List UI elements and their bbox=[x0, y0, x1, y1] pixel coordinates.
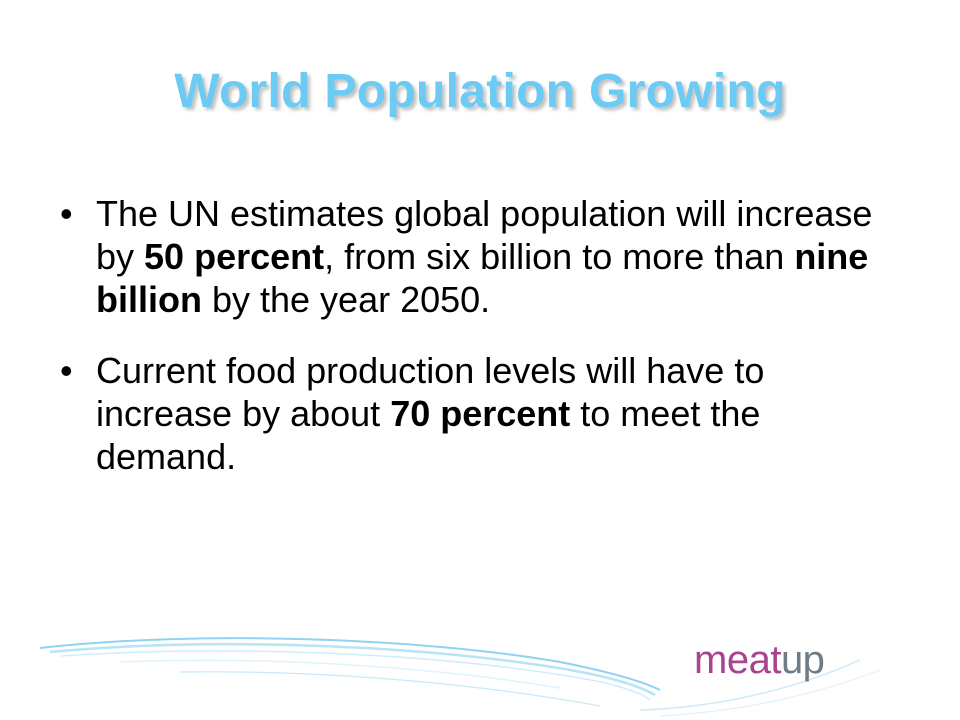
bullet-item: • Current food production levels will ha… bbox=[60, 349, 910, 478]
bullet-text: The UN estimates global population will … bbox=[96, 193, 873, 277]
bullet-bold-text: 70 percent bbox=[390, 393, 571, 434]
bullet-bold-text: 50 percent bbox=[144, 236, 325, 277]
bullet-dot-icon: • bbox=[60, 193, 73, 234]
slide-title: World Population Growing bbox=[174, 65, 786, 118]
bullet-text: Current food production levels will have… bbox=[96, 350, 765, 434]
bullet-dot-icon: • bbox=[60, 350, 73, 391]
bullet-bold-text: nine billion bbox=[96, 236, 869, 320]
bullet-text: by the year 2050. bbox=[201, 279, 491, 320]
bullet-text: , from six billion to more than bbox=[324, 236, 795, 277]
decorative-swoosh-icon bbox=[39, 637, 881, 717]
bullet-list: • The UN estimates global population wil… bbox=[60, 192, 910, 506]
meatup-logo: meatup bbox=[694, 636, 825, 684]
logo-text-meat: meat bbox=[694, 638, 781, 682]
bullet-item: • The UN estimates global population wil… bbox=[60, 192, 910, 321]
logo-text-up: up bbox=[780, 638, 825, 682]
bullet-text: to meet the demand. bbox=[96, 393, 761, 477]
